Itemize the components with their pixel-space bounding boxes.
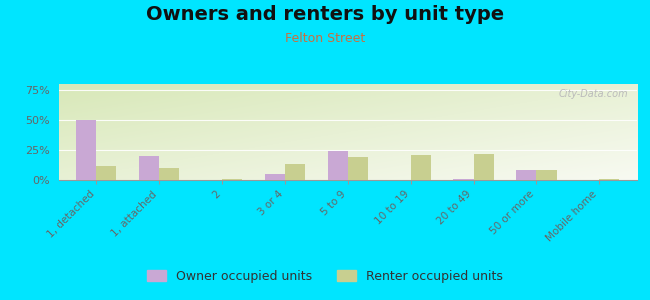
Text: City-Data.com: City-Data.com [559, 89, 629, 99]
Bar [265, 174, 285, 180]
Bar [536, 170, 556, 180]
Bar [76, 120, 96, 180]
Bar [516, 170, 536, 180]
Bar [139, 156, 159, 180]
Bar [222, 179, 242, 180]
Bar [599, 179, 619, 180]
Legend: Owner occupied units, Renter occupied units: Owner occupied units, Renter occupied un… [142, 265, 508, 288]
Bar [159, 168, 179, 180]
Text: Felton Street: Felton Street [285, 32, 365, 44]
Bar [96, 166, 116, 180]
Bar [411, 155, 431, 180]
Bar [328, 151, 348, 180]
Bar [285, 164, 305, 180]
Bar [454, 179, 473, 180]
Bar [473, 154, 493, 180]
Text: Owners and renters by unit type: Owners and renters by unit type [146, 4, 504, 23]
Bar [348, 157, 368, 180]
